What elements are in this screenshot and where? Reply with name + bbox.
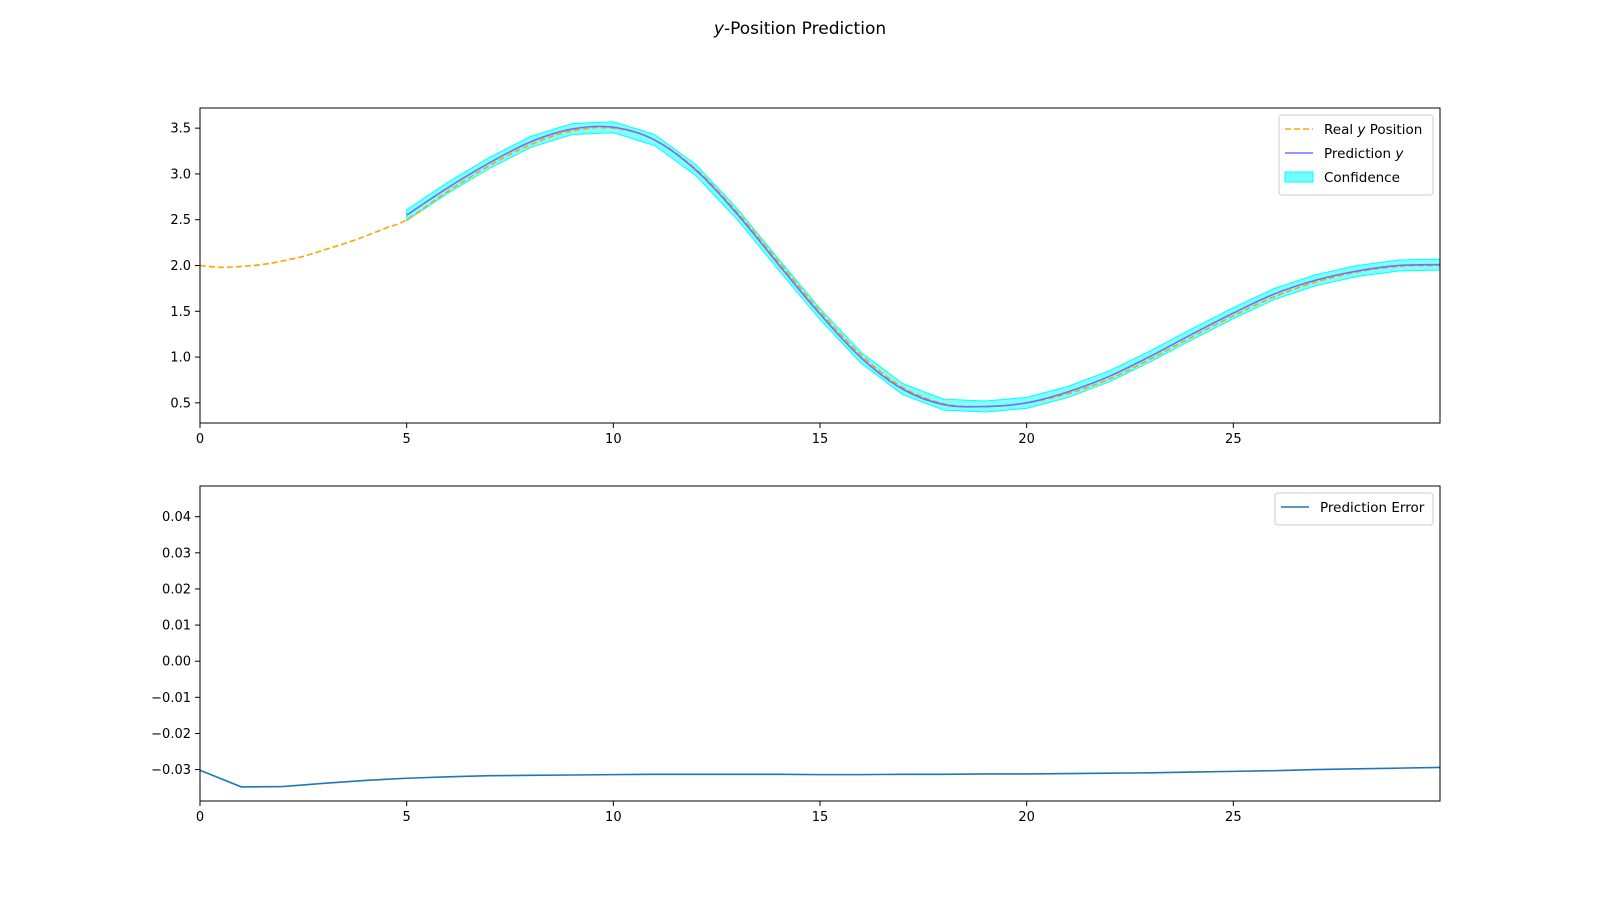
legend-label: Prediction Error [1320,500,1425,516]
y-tick-label: 0.00 [162,655,191,670]
legend-box [1274,492,1434,526]
plot-frame [199,107,1441,424]
plot-area [200,121,1440,413]
legend-label-suffix: Position [1365,122,1422,138]
y-tick-label: 3.5 [170,122,191,137]
legend-label-text: Prediction [1324,146,1395,162]
x-tick-label: 0 [196,810,204,825]
x-tick-label: 15 [812,432,829,447]
y-tick-label: 0.02 [162,582,191,597]
y-tick-label: 2.5 [170,213,191,228]
x-tick-label: 5 [403,432,411,447]
legend-label-text: Confidence [1324,170,1400,186]
y-tick-label: 0.03 [162,546,191,561]
x-tick-label: 5 [403,810,411,825]
y-tick-label: 0.5 [170,396,191,411]
series-real-y-position [200,126,1440,408]
y-tick-label: −0.02 [151,727,191,742]
legend-swatch-patch [1284,171,1314,183]
y-tick-label: 0.01 [162,619,191,634]
x-tick-label: 10 [605,432,622,447]
figure-title-var: y [713,19,725,39]
y-tick-label: −0.03 [151,763,191,778]
x-tick-label: 20 [1018,810,1035,825]
legend-label: Real y Position [1324,122,1422,138]
y-tick-label: 1.5 [170,305,191,320]
legend-label-var: y [1356,122,1366,138]
y-tick-label: 2.0 [170,259,191,274]
legend-label-text: Real [1324,122,1357,138]
x-tick-label: 10 [605,810,622,825]
y-tick-label: −0.01 [151,691,191,706]
x-tick-label: 20 [1018,432,1035,447]
top-subplot: 0 5 10 15 20 25 0.5 1.0 1.5 2.0 2.5 3.0 3.5 Real y Po… [170,107,1441,447]
x-tick-label: 25 [1225,810,1242,825]
x-tick-label: 25 [1225,432,1242,447]
legend-box [1278,114,1434,196]
legend-label: Confidence [1324,170,1400,186]
x-tick-label: 15 [812,810,829,825]
bottom-subplot: 0 5 10 15 20 25 −0.03 −0.02 −0.01 0.00 0.01 0.02 0.0… [151,485,1441,825]
series-prediction-error [200,766,1440,788]
y-tick-label: 3.0 [170,167,191,182]
legend-label-var: y [1394,146,1404,162]
plot-frame [199,485,1441,802]
legend-label-text: Prediction Error [1320,500,1425,516]
plot-area [200,766,1440,788]
legend-label: Prediction y [1324,146,1404,162]
figure-title-rest: -Position Prediction [724,19,886,39]
series-prediction-y [406,125,1440,408]
y-tick-label: 1.0 [170,351,191,366]
figure-title: y-Position Prediction [713,19,886,39]
y-tick-label: 0.04 [162,510,191,525]
x-tick-label: 0 [196,432,204,447]
